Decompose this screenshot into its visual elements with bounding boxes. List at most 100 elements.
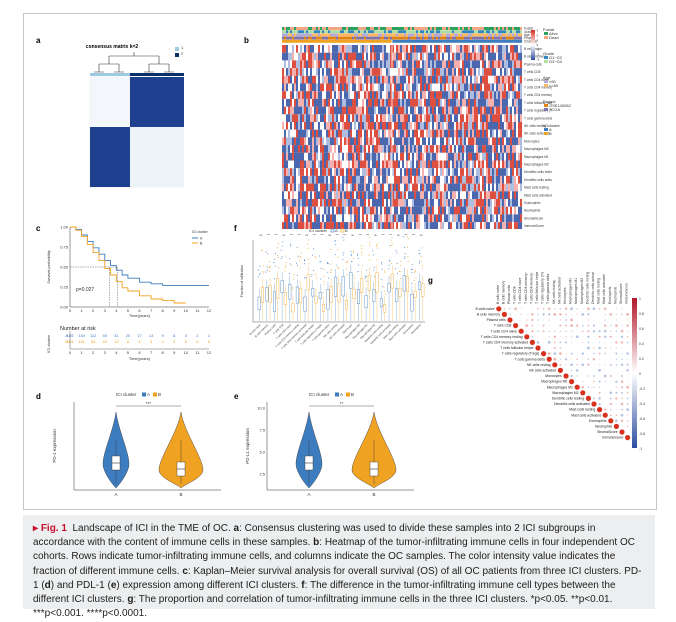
heatmap-cell — [386, 137, 389, 146]
heatmap-cell — [450, 152, 453, 161]
annotation-cell — [398, 27, 401, 30]
heatmap-cell — [434, 45, 437, 53]
heatmap-cell — [492, 106, 495, 115]
risk-xtick: 3 — [104, 350, 107, 355]
heatmap-cell — [454, 98, 457, 107]
heatmap-cell — [400, 199, 403, 207]
annotation-cell — [384, 27, 387, 30]
heatmap-cell — [390, 68, 393, 76]
heatmap-cell — [388, 152, 391, 161]
heatmap-cell — [340, 129, 343, 138]
corr-dot — [565, 336, 567, 338]
heatmap-cell — [284, 60, 287, 69]
annotation-cell — [502, 36, 505, 40]
heatmap-cell — [348, 222, 351, 229]
box-outlier — [383, 286, 385, 288]
heatmap-cell — [344, 222, 347, 229]
heatmap-cell — [404, 199, 407, 207]
heatmap-cell — [356, 199, 359, 207]
corr-dot — [520, 313, 522, 316]
heatmap-cell — [506, 60, 509, 69]
heatmap-cell — [454, 145, 457, 153]
heatmap-cell — [420, 145, 423, 153]
heatmap-cell — [342, 191, 345, 199]
heatmap-cell — [322, 98, 325, 107]
heatmap-cell — [284, 206, 287, 215]
corr-dot — [610, 381, 612, 382]
heatmap-cell — [366, 168, 369, 176]
heatmap-cell — [356, 91, 359, 99]
annotation-cell — [340, 33, 343, 37]
heatmap-cell — [394, 68, 397, 76]
heatmap-cell — [514, 129, 517, 138]
heatmap-cell — [478, 214, 481, 223]
annotation-cell — [476, 39, 479, 43]
annotation-cell — [452, 39, 455, 43]
box-outlier — [323, 276, 325, 278]
heatmap-cell — [514, 175, 517, 184]
heatmap-cell — [344, 137, 347, 146]
heatmap-cell — [474, 60, 477, 69]
heatmap-cell — [518, 114, 521, 122]
heatmap-cell — [372, 106, 375, 115]
box-outlier — [369, 241, 371, 243]
box-outlier — [269, 267, 271, 269]
heatmap-cell — [504, 222, 507, 229]
annotation-cell — [404, 27, 407, 30]
heatmap-cell — [338, 129, 341, 138]
heatmap-cell — [296, 45, 299, 53]
heatmap-cell — [474, 122, 477, 130]
heatmap-cell — [344, 114, 347, 122]
heatmap-cell — [454, 45, 457, 53]
heatmap-cell — [476, 122, 479, 130]
heatmap-cell — [426, 199, 429, 207]
heatmap-cell — [358, 137, 361, 146]
heatmap-cell — [380, 114, 383, 122]
heatmap-cell — [292, 199, 295, 207]
box-outlier — [381, 285, 383, 287]
corr-dot — [620, 386, 624, 389]
heatmap-cell — [350, 60, 353, 69]
annotation-cell — [336, 39, 339, 43]
annotation-cell — [454, 33, 457, 37]
annotation-cell — [320, 33, 323, 37]
heatmap-cell — [452, 183, 455, 192]
boxf-signif: *** — [297, 233, 300, 237]
box-rect — [265, 287, 269, 302]
heatmap-cell — [342, 114, 345, 122]
annotation-cell — [388, 39, 391, 43]
heatmap-cell — [356, 75, 359, 84]
heatmap-cell — [336, 91, 339, 99]
heatmap-cell — [330, 145, 333, 153]
heatmap-cell — [438, 75, 441, 84]
heatmap-cell — [384, 137, 387, 146]
heatmap-cell — [286, 106, 289, 115]
heatmap-cell — [346, 168, 349, 176]
heatmap-cell — [406, 83, 409, 92]
heatmap-cell — [438, 222, 441, 229]
heatmap-cell — [406, 45, 409, 53]
box-outlier — [297, 264, 299, 266]
annotation-cell — [390, 33, 393, 37]
corr-dot — [587, 307, 590, 311]
heatmap-cell — [374, 60, 377, 69]
heatmap-cell — [334, 75, 337, 84]
heatmap-cell — [362, 98, 365, 107]
box-outlier — [289, 263, 291, 265]
annotation-cell — [480, 27, 483, 30]
heatmap-cell — [462, 214, 465, 223]
annotation-cell — [350, 30, 353, 34]
annotation-cell — [432, 39, 435, 43]
heatmap-cell — [284, 145, 287, 153]
heatmap-cell — [460, 214, 463, 223]
heatmap-cell — [370, 222, 373, 229]
heatmap-cell — [330, 214, 333, 223]
heatmap-cell — [380, 98, 383, 107]
annotation-cell — [298, 39, 301, 43]
heatmap-cell — [484, 60, 487, 69]
heatmap-cell — [482, 222, 485, 229]
heatmap-cell — [302, 122, 305, 130]
heatmap-cell — [410, 122, 413, 130]
annotation-cell — [508, 27, 511, 30]
